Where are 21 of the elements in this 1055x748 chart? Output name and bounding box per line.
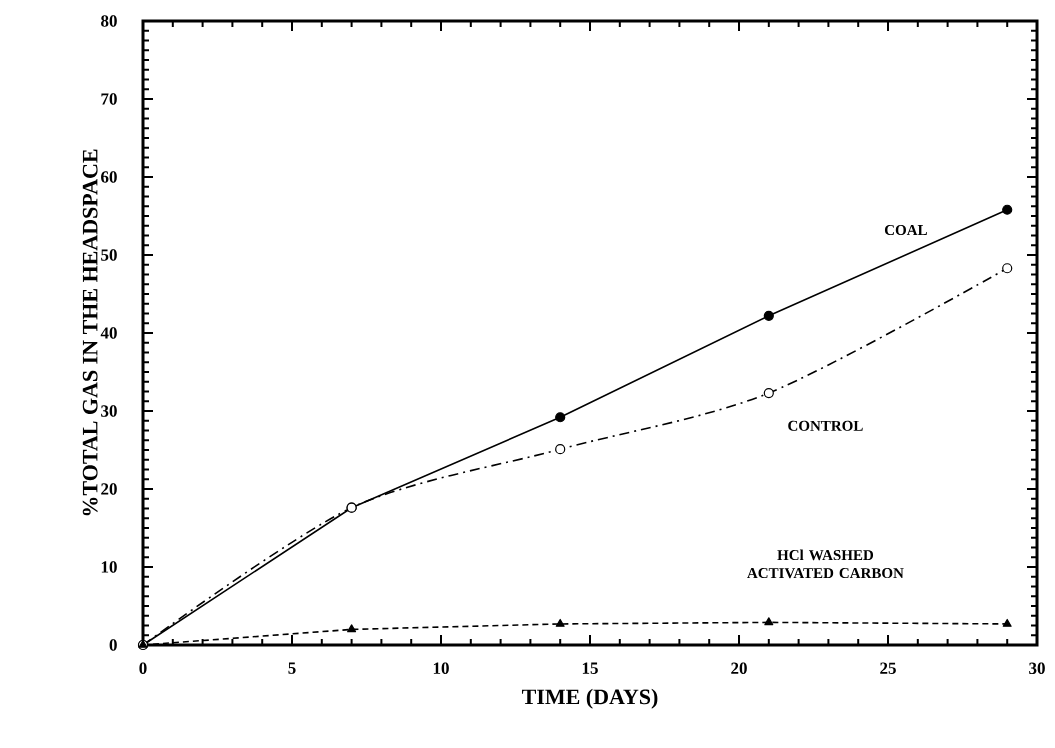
x-tick-label: 15 — [582, 662, 598, 674]
y-tick-label: 50 — [101, 249, 117, 261]
y-tick-label: 10 — [101, 561, 117, 573]
y-tick-label: 40 — [100, 327, 117, 339]
x-tick-label: 30 — [1029, 662, 1045, 674]
x-tick-label: 20 — [731, 662, 747, 674]
x-tick-label: 25 — [880, 662, 896, 674]
x-axis-title: TIME (DAYS) — [522, 688, 658, 709]
y-tick-label: 30 — [101, 405, 117, 417]
text: HCl WASHED ACTIVATED CARBON — [747, 549, 904, 579]
y-tick-label: 0 — [109, 639, 117, 651]
series-label: CONTROL — [788, 420, 863, 431]
series-label: COAL — [884, 225, 927, 236]
y-axis-title: %TOTAL GAS IN THE HEADSPACE — [82, 149, 98, 516]
x-tick-label: 0 — [139, 662, 147, 674]
x-tick-label: 5 — [288, 662, 296, 674]
y-tick-label: 80 — [101, 15, 117, 27]
x-tick-label: 10 — [433, 662, 449, 674]
y-tick-label: 60 — [101, 171, 117, 183]
y-tick-label: 20 — [101, 483, 117, 495]
y-tick-label: 70 — [101, 93, 117, 105]
